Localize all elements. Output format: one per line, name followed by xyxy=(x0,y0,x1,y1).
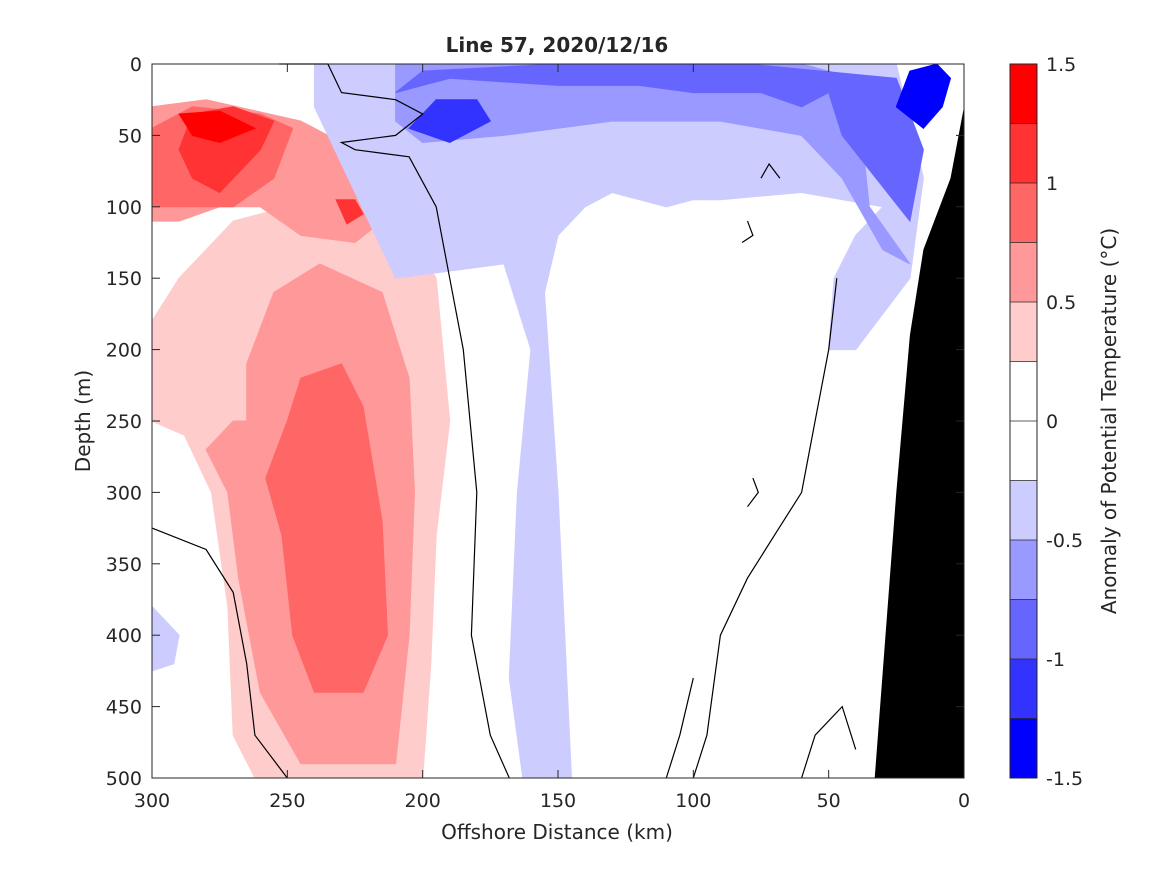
cool-upper-region xyxy=(313,63,924,779)
colorbar-tick-label: 1.5 xyxy=(1046,54,1076,76)
colorbar-tick-label: -0.5 xyxy=(1046,530,1083,552)
colorbar-label: Anomaly of Potential Temperature (°C) xyxy=(1097,228,1121,614)
zero-contour-line xyxy=(741,220,754,244)
colorbar: 1.5 1 0.5 0 -0.5 -1 -1.5 xyxy=(1009,54,1083,790)
anomaly-regions xyxy=(151,63,952,779)
x-tick-label: 150 xyxy=(540,790,576,812)
warm-lens-shallow-region xyxy=(178,110,257,144)
colorbar-tick-label: 1 xyxy=(1046,173,1058,195)
y-tick-label: 500 xyxy=(106,768,142,790)
colorbar-tick-label: 0 xyxy=(1046,411,1058,433)
zero-contour-line xyxy=(760,162,781,179)
warm-spot-region xyxy=(335,199,364,225)
y-tick-label: 100 xyxy=(106,197,142,219)
colorbar-tick-label: 0.5 xyxy=(1046,292,1076,314)
x-tick-label: 250 xyxy=(269,790,305,812)
x-axis-label: Offshore Distance (km) xyxy=(441,820,673,844)
zero-contour-line xyxy=(151,527,288,779)
y-tick-label: 50 xyxy=(118,125,142,147)
colorbar-swatch xyxy=(1010,302,1037,362)
y-tick-label: 300 xyxy=(106,482,142,504)
colorbar-tick-label: -1.5 xyxy=(1046,768,1083,790)
colorbar-swatch xyxy=(1010,183,1037,243)
colorbar-swatch xyxy=(1010,64,1037,124)
x-tick-label: 200 xyxy=(405,790,441,812)
y-tick-label: 150 xyxy=(106,268,142,290)
x-tick-label: 100 xyxy=(675,790,711,812)
colorbar-swatch xyxy=(1010,242,1037,302)
warm-core-deep-region xyxy=(265,363,389,693)
y-tick-label: 400 xyxy=(106,625,142,647)
cool-upper-region xyxy=(408,99,492,144)
zero-contour-line xyxy=(801,705,857,779)
y-tick-label: 450 xyxy=(106,697,142,719)
bathymetry-fill xyxy=(874,106,964,779)
colorbar-tick-label: -1 xyxy=(1046,649,1065,671)
x-axis: 300 250 200 150 100 50 0 xyxy=(134,64,970,812)
zero-contour-line xyxy=(747,477,759,508)
colorbar-swatch xyxy=(1010,718,1037,778)
y-tick-label: 350 xyxy=(106,554,142,576)
bathymetry-layer xyxy=(874,106,964,779)
colorbar-swatch xyxy=(1010,540,1037,600)
colorbar-swatch xyxy=(1010,123,1037,183)
zero-contour-line xyxy=(692,278,838,779)
y-axis: 0 50 100 150 200 250 300 350 400 450 500 xyxy=(106,54,964,790)
colorbar-swatch xyxy=(1010,599,1037,659)
plot-area xyxy=(151,63,965,779)
zero-contour-line xyxy=(665,677,694,779)
colorbar-frame xyxy=(1009,63,1038,779)
colorbar-swatch xyxy=(1010,480,1037,540)
x-tick-label: 0 xyxy=(958,790,970,812)
y-tick-label: 0 xyxy=(130,54,142,76)
y-axis-label: Depth (m) xyxy=(71,370,95,472)
colorbar-swatch xyxy=(1010,659,1037,719)
chart-title: Line 57, 2020/12/16 xyxy=(446,33,669,57)
y-tick-label: 200 xyxy=(106,340,142,362)
x-tick-label: 300 xyxy=(134,790,170,812)
zero-contour-line xyxy=(279,63,510,779)
x-tick-label: 50 xyxy=(817,790,841,812)
zero-contours xyxy=(151,63,857,779)
y-tick-label: 250 xyxy=(106,411,142,433)
